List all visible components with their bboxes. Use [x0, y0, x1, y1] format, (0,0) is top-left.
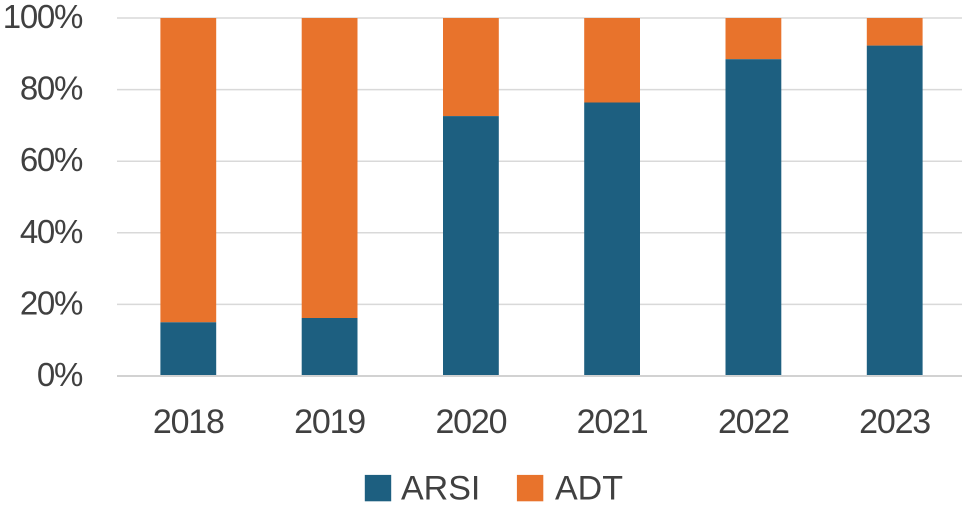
- svg-text:40%: 40%: [20, 213, 83, 250]
- svg-text:60%: 60%: [20, 141, 83, 178]
- svg-text:2022: 2022: [718, 403, 789, 441]
- svg-text:2020: 2020: [435, 403, 506, 441]
- svg-text:2023: 2023: [859, 403, 930, 441]
- svg-text:80%: 80%: [20, 70, 83, 107]
- svg-text:2018: 2018: [153, 403, 224, 441]
- svg-text:2021: 2021: [577, 403, 648, 441]
- svg-text:100%: 100%: [3, 0, 83, 35]
- svg-text:0%: 0%: [37, 356, 83, 393]
- svg-text:2019: 2019: [294, 403, 365, 441]
- svg-text:ADT: ADT: [555, 470, 623, 507]
- svg-text:20%: 20%: [20, 284, 83, 321]
- svg-text:ARSI: ARSI: [401, 470, 480, 507]
